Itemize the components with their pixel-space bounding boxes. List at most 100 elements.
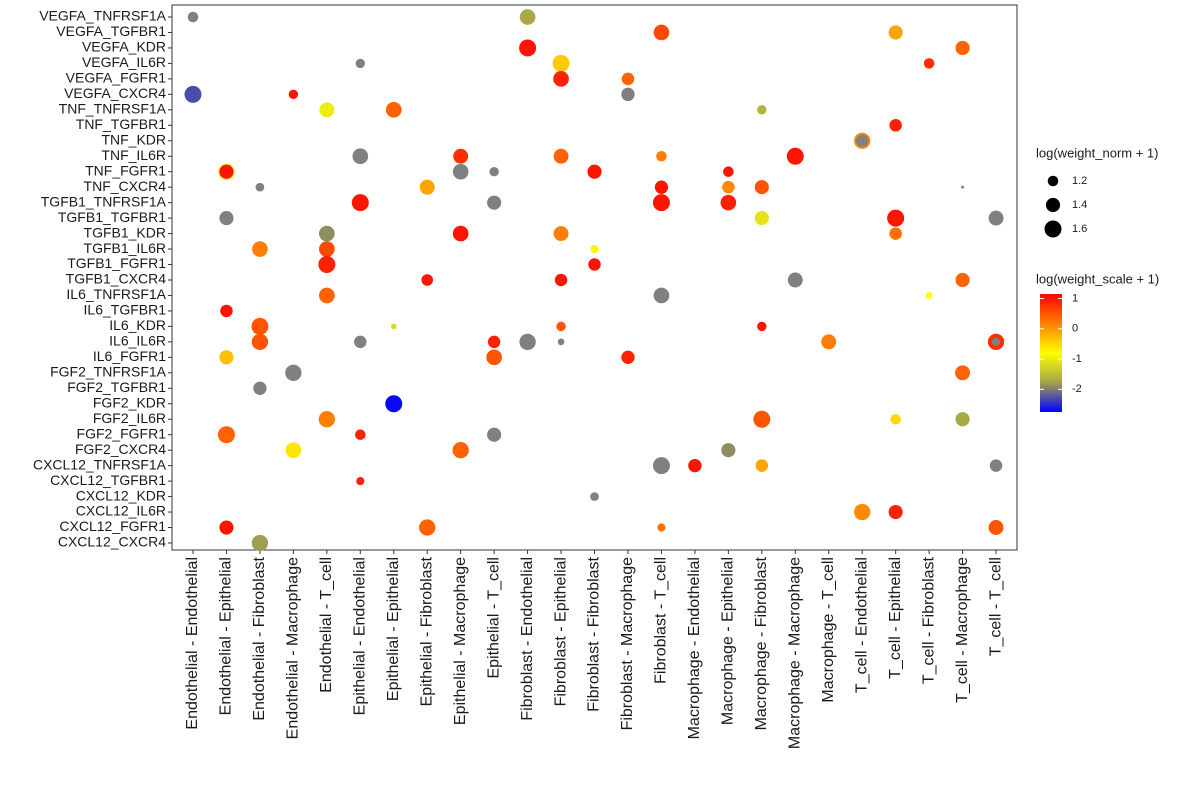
y-tick-label: FGF2_TNFRSF1A: [50, 364, 167, 380]
size-legend-label: 1.4: [1072, 199, 1087, 211]
y-tick-label: TGFB1_FGFR1: [67, 255, 166, 271]
dot: [722, 180, 735, 194]
size-legend-key: [1047, 175, 1059, 187]
colorbar-label: 1: [1072, 292, 1078, 304]
dot: [653, 287, 670, 304]
dot: [961, 185, 965, 189]
size-legend-key: [1044, 220, 1062, 238]
dot: [253, 381, 267, 395]
y-tick-label: TNF_TGFBR1: [76, 116, 166, 132]
dot: [821, 334, 837, 350]
dot: [888, 25, 903, 40]
dot: [754, 211, 769, 226]
x-tick-label: Fibroblast - Macrophage: [619, 557, 636, 731]
dot: [955, 412, 970, 427]
dot: [187, 11, 199, 23]
dot: [251, 317, 269, 335]
x-tick-label: Endothelial - Endothelial: [184, 557, 201, 730]
dot: [955, 40, 970, 56]
dot: [217, 426, 235, 444]
y-tick-label: CXCL12_TGFBR1: [50, 472, 166, 488]
dot: [754, 180, 769, 195]
y-tick-label: FGF2_KDR: [93, 394, 166, 410]
dot: [251, 333, 269, 351]
x-tick-label: T_cell - Fibroblast: [920, 556, 937, 684]
x-tick-label: Epithelial - Macrophage: [452, 557, 469, 725]
y-tick-label: TGFB1_KDR: [84, 224, 166, 240]
x-tick-label: Macrophage - T_cell: [820, 557, 837, 703]
dot: [723, 166, 734, 177]
dot: [285, 364, 302, 381]
y-tick-label: TGFB1_IL6R: [84, 240, 166, 256]
x-tick-label: Fibroblast - T_cell: [653, 557, 670, 684]
dot: [219, 350, 234, 365]
x-tick-label: Fibroblast - Endothelial: [519, 557, 536, 721]
dot: [452, 163, 469, 180]
dot: [753, 410, 771, 428]
dot: [251, 534, 269, 552]
y-tick-label: IL6_TNFRSF1A: [66, 286, 166, 302]
dot: [925, 292, 933, 299]
dot: [487, 195, 502, 210]
colorbar-label: -1: [1072, 353, 1082, 365]
dot: [688, 458, 702, 473]
dot: [452, 441, 469, 459]
dot: [855, 134, 869, 147]
dot: [355, 58, 366, 69]
dot: [887, 209, 905, 227]
dot: [421, 274, 433, 286]
y-tick-label: CXCL12_IL6R: [76, 503, 166, 519]
dot: [988, 210, 1004, 226]
dot: [519, 333, 536, 351]
plot-panel: [171, 4, 1018, 551]
dot: [621, 72, 635, 86]
dot: [653, 24, 670, 41]
y-tick-label: TGFB1_CXCR4: [66, 271, 167, 287]
colorbar: [1040, 294, 1062, 412]
colorbar-label: -2: [1072, 383, 1082, 395]
x-tick-label: T_cell - Epithelial: [887, 557, 904, 679]
y-tick-label: FGF2_TGFBR1: [67, 379, 166, 395]
y-tick-label: FGF2_CXCR4: [75, 441, 166, 457]
x-tick-label: Epithelial - Endothelial: [352, 557, 369, 715]
dot: [220, 304, 233, 318]
y-tick-label: VEGFA_IL6R: [82, 54, 166, 70]
dot: [590, 492, 599, 501]
dot: [889, 119, 902, 132]
y-tick-label: VEGFA_KDR: [82, 39, 166, 55]
y-tick-label: CXCL12_FGFR1: [59, 518, 166, 534]
y-tick-label: TNF_KDR: [101, 131, 166, 147]
dot: [755, 459, 769, 472]
dot: [553, 148, 569, 164]
dot: [556, 321, 566, 332]
size-legend-label: 1.2: [1072, 175, 1087, 187]
y-tick-label: TGFB1_TNFRSF1A: [41, 193, 167, 209]
dot: [486, 349, 502, 366]
y-tick-label: CXCL12_CXCR4: [58, 534, 166, 550]
x-tick-label: Macrophage - Endothelial: [686, 557, 703, 739]
dot: [385, 395, 403, 413]
dot: [319, 287, 335, 304]
x-tick-label: Macrophage - Fibroblast: [753, 556, 770, 730]
y-tick-label: CXCL12_TNFRSF1A: [33, 456, 167, 472]
dot: [552, 54, 570, 72]
dot: [219, 164, 234, 179]
dot: [621, 350, 635, 365]
dot: [621, 87, 635, 102]
dot: [787, 272, 803, 288]
y-tick-label: TNF_FGFR1: [85, 162, 166, 178]
dot: [453, 148, 469, 164]
dot: [553, 71, 569, 87]
dot: [252, 241, 268, 257]
y-tick-label: TGFB1_TGFBR1: [58, 209, 166, 225]
x-tick-label: Epithelial - Fibroblast: [418, 556, 435, 706]
dot: [355, 429, 366, 440]
x-tick-label: T_cell - Endothelial: [853, 557, 870, 693]
dot: [319, 102, 335, 118]
y-tick-label: FGF2_FGFR1: [77, 425, 167, 441]
dot: [652, 457, 670, 475]
dot: [890, 413, 901, 425]
y-tick-label: TNF_TNFRSF1A: [59, 101, 167, 117]
dot: [889, 227, 902, 240]
